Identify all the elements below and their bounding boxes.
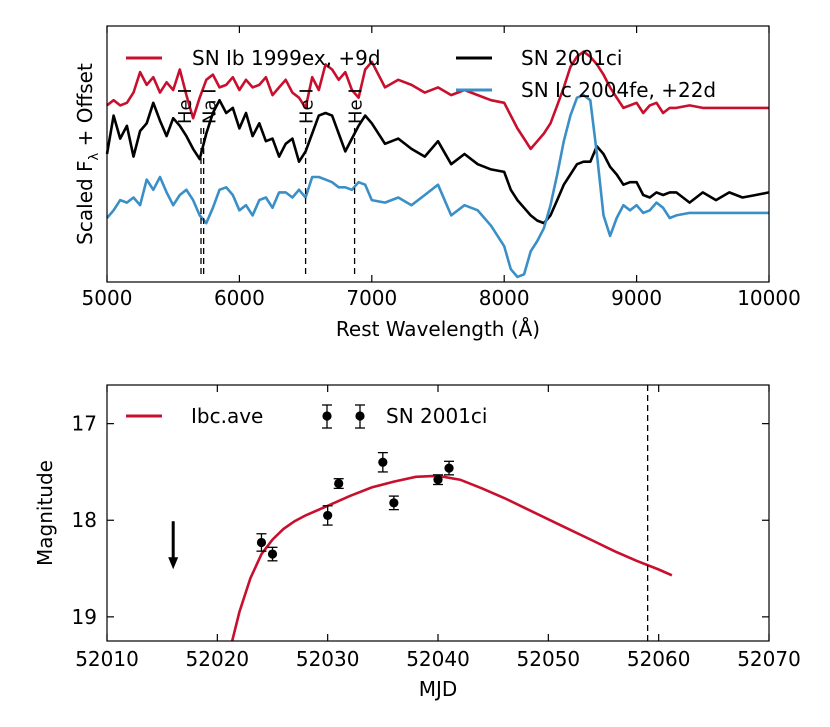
photometry-point [377,451,388,473]
light-curve-legend: Ibc.ave SN 2001ci [126,404,487,429]
line-label-he-i: He I [297,88,318,124]
line-label-he-i: He I [175,88,196,124]
line-identification-layer: He I Na I He I He I [175,88,367,274]
light-curve-panel: 52010 52020 52030 52040 52050 52060 52070 17 18 1… [33,384,801,701]
x-tick-label: 10000 [737,286,801,310]
light-curve-series-layer [168,385,673,641]
ibc-ave-template-curve [230,474,673,641]
spectrum-y-axis-label: Scaled Fλ + Offset [73,63,102,245]
spectrum-x-axis-label: Rest Wavelength (Å) [336,317,540,341]
photometry-point [267,546,278,562]
legend-marker-sn-2001ci [322,404,365,429]
photometry-point [322,505,333,526]
x-tick-label: 5000 [82,286,133,310]
photometry-point [388,495,399,511]
photometry-point [333,478,344,490]
x-tick-label: 8000 [479,286,530,310]
wavelength-axis-ticks: 5000 6000 7000 8000 9000 10000 [82,26,801,310]
legend-label-sn-ib-1999ex: SN Ib 1999ex, +9d [192,46,381,70]
legend-label-ibc-ave: Ibc.ave [191,404,263,428]
legend-label-sn-ic-2004fe: SN Ic 2004fe, +22d [521,78,716,102]
light-curve-y-axis-label: Magnitude [33,460,57,566]
mjd-tick-label: 52020 [186,647,250,671]
mag-tick-label: 17 [72,412,97,436]
light-curve-axis-ticks: 52010 52020 52030 52040 52050 52060 52070 17 18 1… [72,385,801,671]
x-tick-label: 6000 [214,286,265,310]
x-tick-label: 9000 [611,286,662,310]
mjd-tick-label: 52030 [296,647,360,671]
mjd-tick-label: 52060 [627,647,691,671]
x-tick-label: 7000 [346,286,397,310]
legend-label-sn-2001ci: SN 2001ci [521,46,622,70]
spectrum-axes-frame [106,25,770,283]
spectrum-legend: SN Ib 1999ex, +9d SN 2001ci SN Ic 2004fe… [126,46,716,102]
mjd-tick-label: 52070 [737,647,801,671]
spectrum-panel: He I Na I He I He I 5000 6000 7000 8000 9000 100… [73,25,801,341]
mjd-tick-label: 52040 [406,647,470,671]
spectrum-line-sn-ib-1999ex-9d [106,50,769,151]
legend-label-sn-2001ci-lc: SN 2001ci [386,404,487,428]
y-label-sub: λ [87,152,102,160]
light-curve-x-axis-label: MJD [419,677,458,701]
upper-limit-arrow [168,521,179,570]
y-label-main: Scaled F [73,160,97,244]
photometry-point [256,533,267,552]
mjd-tick-label: 52050 [517,647,581,671]
y-label-tail: + Offset [73,63,97,153]
light-curve-axes-frame [106,384,770,642]
line-label-na-i: Na I [200,88,221,124]
spectrum-line-sn-2001ci [105,98,770,225]
photometry-point [433,474,443,486]
line-label-he-i: He I [346,88,367,124]
mjd-tick-label: 52010 [75,647,139,671]
mag-tick-label: 19 [72,605,97,629]
photometry-point [444,460,455,476]
spectrum-line-sn-ic-2004fe-22d [106,93,769,279]
mag-tick-label: 18 [72,508,97,532]
spectrum-series-layer [105,50,770,279]
